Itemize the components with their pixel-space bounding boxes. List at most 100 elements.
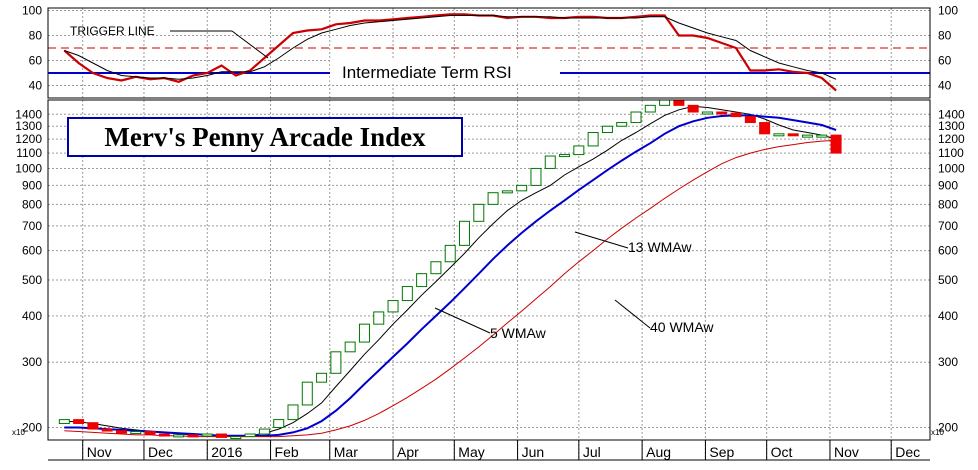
candle <box>501 190 513 194</box>
candle <box>530 167 542 186</box>
candle <box>344 341 356 353</box>
candle <box>444 244 456 263</box>
candle <box>587 132 599 147</box>
x-tick-label: Feb <box>275 444 299 460</box>
axis-layer: Nov Dec 2016 Feb Mar Apr May Jun Jul Aug Sep Oct Nov… <box>15 4 965 461</box>
candle <box>58 419 70 424</box>
candle <box>358 323 370 343</box>
candle <box>73 419 85 424</box>
rsi-tick-label-right: 40 <box>938 79 952 93</box>
price-tick-label-left: 1400 <box>15 107 42 121</box>
candle <box>173 434 185 438</box>
y-unit-marker-right: x10 <box>931 428 944 437</box>
candle <box>273 419 285 428</box>
x-tick-label: 2016 <box>211 444 242 460</box>
candle <box>630 111 642 124</box>
price-tick-label-right: 1400 <box>938 107 965 121</box>
rsi-tick-label-left: 40 <box>29 79 43 93</box>
rsi-tick-label-left: 60 <box>29 54 43 68</box>
price-tick-label-left: 400 <box>22 309 42 323</box>
price-tick-label-right: 400 <box>938 309 958 323</box>
candle <box>487 192 499 205</box>
candle <box>687 104 699 113</box>
candle <box>401 286 413 302</box>
candle <box>144 431 156 435</box>
price-tick-label-right: 1100 <box>938 146 964 160</box>
x-tick-label: Apr <box>397 444 419 460</box>
chart-title-box: Merv's Penny Arcade Index <box>67 117 463 157</box>
x-tick-label: Dec <box>148 444 173 460</box>
candle <box>659 99 671 106</box>
price-tick-label-left: 1100 <box>16 146 42 160</box>
candle <box>316 372 328 383</box>
candle <box>787 133 799 137</box>
candle <box>802 134 813 138</box>
series-label-40wma-text: 40 WMAw <box>650 319 714 335</box>
candle <box>544 155 556 169</box>
candle <box>644 104 656 113</box>
x-tick-label: Nov <box>87 444 112 460</box>
x-tick-label: Jun <box>522 444 545 460</box>
candle <box>216 433 228 438</box>
x-tick-label: Nov <box>834 444 859 460</box>
series-label-13wma: 13 WMAw <box>574 231 692 255</box>
price-tick-label-right: 500 <box>938 273 958 287</box>
candle <box>244 433 256 438</box>
candle <box>716 111 728 115</box>
candle <box>516 184 528 192</box>
series-label-40wma: 40 WMAw <box>614 299 714 335</box>
price-tick-label-right: 200 <box>938 420 958 434</box>
rsi-tick-label-left: 100 <box>22 4 42 18</box>
candle <box>459 220 470 246</box>
x-tick-label: Dec <box>895 444 920 460</box>
rsi-tick-label-right: 80 <box>938 29 952 43</box>
price-tick-label-left: 1200 <box>15 132 42 146</box>
candle <box>373 311 385 325</box>
price-tick-label-left: 900 <box>22 178 42 192</box>
candle <box>673 99 685 106</box>
rsi-title-annotation: Intermediate Term RSI <box>330 60 560 84</box>
rsi-tick-label-right: 100 <box>938 4 958 18</box>
candle <box>601 125 613 134</box>
price-tick-label-left: 800 <box>22 197 42 211</box>
candle <box>130 431 142 435</box>
x-tick-label: Oct <box>771 444 793 460</box>
candle <box>473 203 485 222</box>
price-tick-label-left: 300 <box>22 355 42 369</box>
candle <box>759 122 771 135</box>
x-tick-label: Mar <box>334 444 358 460</box>
price-tick-label-right: 1300 <box>938 119 965 133</box>
rsi-title-label: Intermediate Term RSI <box>342 63 512 82</box>
chart-title: Merv's Penny Arcade Index <box>104 122 426 152</box>
price-tick-label-left: 1300 <box>15 119 42 133</box>
x-tick-label: Sep <box>709 444 734 460</box>
rsi-tick-label-right: 60 <box>938 54 952 68</box>
candle <box>187 434 199 438</box>
price-tick-label-left: 500 <box>22 273 42 287</box>
candle <box>830 134 842 154</box>
series-label-5wma: 5 WMAw <box>434 307 547 341</box>
candle <box>744 116 756 124</box>
candle <box>416 273 428 288</box>
candle <box>287 404 299 421</box>
price-tick-label-right: 800 <box>938 197 958 211</box>
candle <box>559 154 571 158</box>
candle <box>430 261 442 275</box>
series-label-5wma-text: 5 WMAw <box>490 325 547 341</box>
price-tick-label-right: 1000 <box>938 161 965 175</box>
price-tick-label-right: 1200 <box>938 132 965 146</box>
y-unit-marker-left: x10 <box>12 428 25 437</box>
candle <box>573 145 585 156</box>
trigger-line-label: TRIGGER LINE <box>70 24 155 38</box>
candle <box>201 433 213 437</box>
candle <box>158 433 170 437</box>
price-tick-label-left: 200 <box>22 420 42 434</box>
candle <box>101 428 113 432</box>
candle <box>87 422 99 430</box>
candle <box>701 111 713 115</box>
rsi-tick-label-left: 80 <box>29 29 43 43</box>
candle <box>773 133 785 137</box>
price-tick-label-right: 600 <box>938 244 958 258</box>
candle <box>816 134 828 138</box>
